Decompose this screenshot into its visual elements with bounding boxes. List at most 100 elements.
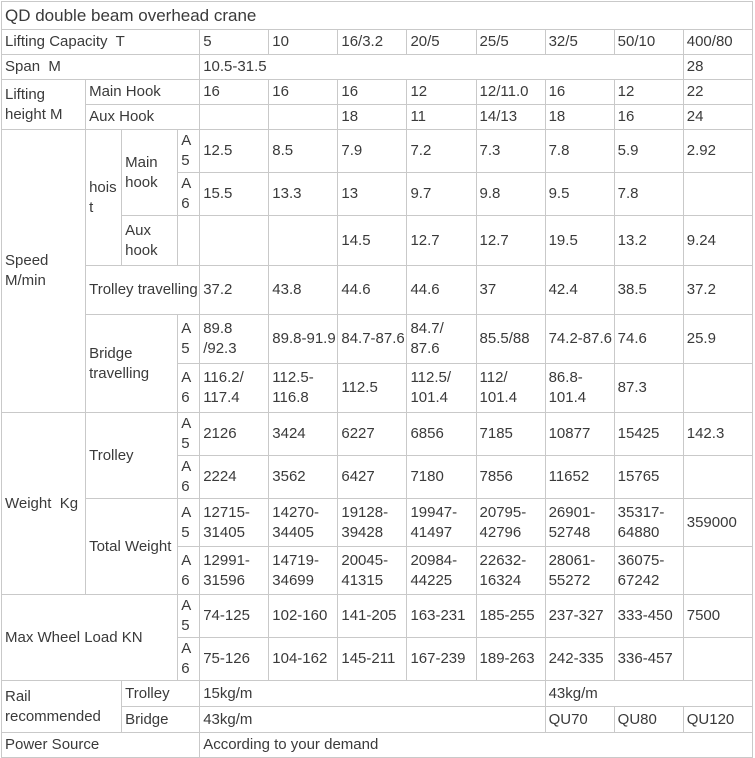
value-cell: 5.9: [613, 129, 684, 173]
value-cell: [682, 363, 754, 413]
value-cell: 9.8: [475, 172, 546, 216]
grade-label-a5: A5: [177, 498, 201, 547]
value-cell: 112.5/ 101.4: [406, 363, 477, 413]
value-cell: 14270-34405: [268, 498, 339, 547]
value-cell: QU80: [613, 706, 684, 733]
grade-label-a6: A6: [177, 363, 201, 413]
value-cell: 336-457: [613, 637, 684, 681]
power-source-row: Power Source According to your demand: [0, 732, 753, 758]
value-cell: 74-125: [199, 594, 270, 638]
span-row: Span M 10.5-31.5 28: [0, 54, 754, 80]
grade-label-a6: A6: [177, 455, 201, 499]
rail-trolley-row: Rail recommended Trolley 15kg/m 43kg/m: [0, 680, 754, 733]
value-cell: 7.8: [613, 172, 684, 216]
value-cell: 15.5: [199, 172, 270, 216]
value-cell: 84.7-87.6: [337, 314, 408, 364]
value-cell: 116.2/ 117.4: [199, 363, 270, 413]
value-cell: 18: [544, 104, 615, 130]
value-cell: 28: [682, 54, 754, 80]
value-cell: [199, 104, 270, 130]
value-cell: 7185: [475, 412, 546, 456]
value-cell: 36075-67242: [613, 546, 684, 595]
value-cell: 25.9: [682, 314, 754, 364]
value-cell: 84.7/ 87.6: [406, 314, 477, 364]
sub-label-aux-hook: Aux Hook: [85, 104, 201, 130]
value-cell: 12/11.0: [475, 79, 546, 105]
value-cell: 12715-31405: [199, 498, 270, 547]
value-cell: 37.2: [682, 265, 754, 315]
value-cell: 50/10: [613, 29, 684, 55]
value-cell: 13.3: [268, 172, 339, 216]
value-cell: 7.3: [475, 129, 546, 173]
value-cell: 20/5: [406, 29, 477, 55]
title-row: QD double beam overhead crane: [1, 1, 753, 30]
value-cell: 141-205: [337, 594, 408, 638]
value-cell: 19.5: [544, 215, 615, 266]
value-cell: 8.5: [268, 129, 339, 173]
value-cell: 167-239: [406, 637, 477, 681]
value-cell: 145-211: [337, 637, 408, 681]
row-label-rail-recommended: Rail recommended: [0, 680, 123, 733]
speed-hoist-main-a6-row: A6 15.5 13.3 13 9.7 9.8 9.5 7.8: [2, 172, 754, 216]
row-label-power-source: Power Source: [0, 732, 201, 758]
weight-trolley-a6-row: A6 2224 3562 6427 7180 7856 11652 15765: [2, 455, 754, 499]
value-cell: 2126: [199, 412, 270, 456]
grade-label-a5: A5: [177, 314, 201, 364]
value-cell: 15425: [613, 412, 684, 456]
value-cell: 18: [337, 104, 408, 130]
speed-trolley-travelling-row: Trolley travelling 37.2 43.8 44.6 44.6 3…: [2, 265, 754, 315]
value-cell: 6427: [337, 455, 408, 499]
value-cell: 5: [199, 29, 270, 55]
value-cell: 89.8 /92.3: [199, 314, 270, 364]
weight-total-a5-row: Total Weight A5 12715-31405 14270-34405 …: [2, 498, 754, 595]
value-cell: 11652: [544, 455, 615, 499]
speed-hoist-aux-row: Aux hook 14.5 12.7 12.7 19.5 13.2 9.24: [2, 215, 754, 266]
value-cell: 20984-44225: [406, 546, 477, 595]
value-cell: 10877: [544, 412, 615, 456]
value-cell: 74.2-87.6: [544, 314, 615, 364]
value-cell: 12.7: [406, 215, 477, 266]
row-label-speed: Speed M/min: [0, 129, 87, 413]
sub-label-bridge: Bridge: [121, 706, 201, 733]
value-cell: [268, 215, 339, 266]
value-cell: 112/ 101.4: [475, 363, 546, 413]
value-cell: 44.6: [406, 265, 477, 315]
grade-label-a5: A5: [177, 594, 201, 638]
value-cell: 26901-52748: [544, 498, 615, 547]
value-cell: 35317-64880: [613, 498, 684, 547]
value-cell: 142.3: [682, 412, 754, 456]
sub-label-trolley: Trolley: [85, 412, 179, 499]
value-cell: QU120: [682, 706, 754, 733]
value-cell: According to your demand: [199, 732, 753, 758]
value-cell: 13: [337, 172, 408, 216]
value-cell: 20795-42796: [475, 498, 546, 547]
value-cell: 16: [268, 79, 339, 105]
value-cell: 6856: [406, 412, 477, 456]
value-cell: 37: [475, 265, 546, 315]
row-label-weight: Weight Kg: [0, 412, 87, 595]
grade-label-empty: [177, 215, 201, 266]
value-cell: 14.5: [337, 215, 408, 266]
value-cell: 6227: [337, 412, 408, 456]
value-cell: 86.8- 101.4: [544, 363, 615, 413]
value-cell: 43kg/m: [544, 680, 754, 707]
value-cell: 16/3.2: [337, 29, 408, 55]
value-cell: 15765: [613, 455, 684, 499]
value-cell: 9.5: [544, 172, 615, 216]
sub-label-main-hook: Main Hook: [85, 79, 201, 105]
sub-label-total-weight: Total Weight: [85, 498, 179, 595]
value-cell: [682, 546, 754, 595]
row-label-lifting-height: Lifting height M: [0, 79, 87, 130]
value-cell: 2224: [199, 455, 270, 499]
grade-label-a6: A6: [177, 172, 201, 216]
speed-bridge-a5-row: Bridge travelling A5 89.8 /92.3 89.8-91.…: [2, 314, 754, 413]
speed-hoist-main-a5-row: Speed M/min hoist Main hook A5 12.5 8.5 …: [0, 129, 754, 413]
value-cell: 24: [682, 104, 754, 130]
grade-label-a5: A5: [177, 412, 201, 456]
value-cell: 74.6: [613, 314, 684, 364]
lifting-height-aux-hook-row: Aux Hook 18 11 14/13 18 16 24: [2, 104, 754, 130]
speed-bridge-a6-row: A6 116.2/ 117.4 112.5- 116.8 112.5 112.5…: [2, 363, 754, 413]
weight-trolley-a5-row: Weight Kg Trolley A5 2126 3424 6227 6856…: [0, 412, 754, 595]
value-cell: [682, 455, 754, 499]
value-cell: 12: [406, 79, 477, 105]
